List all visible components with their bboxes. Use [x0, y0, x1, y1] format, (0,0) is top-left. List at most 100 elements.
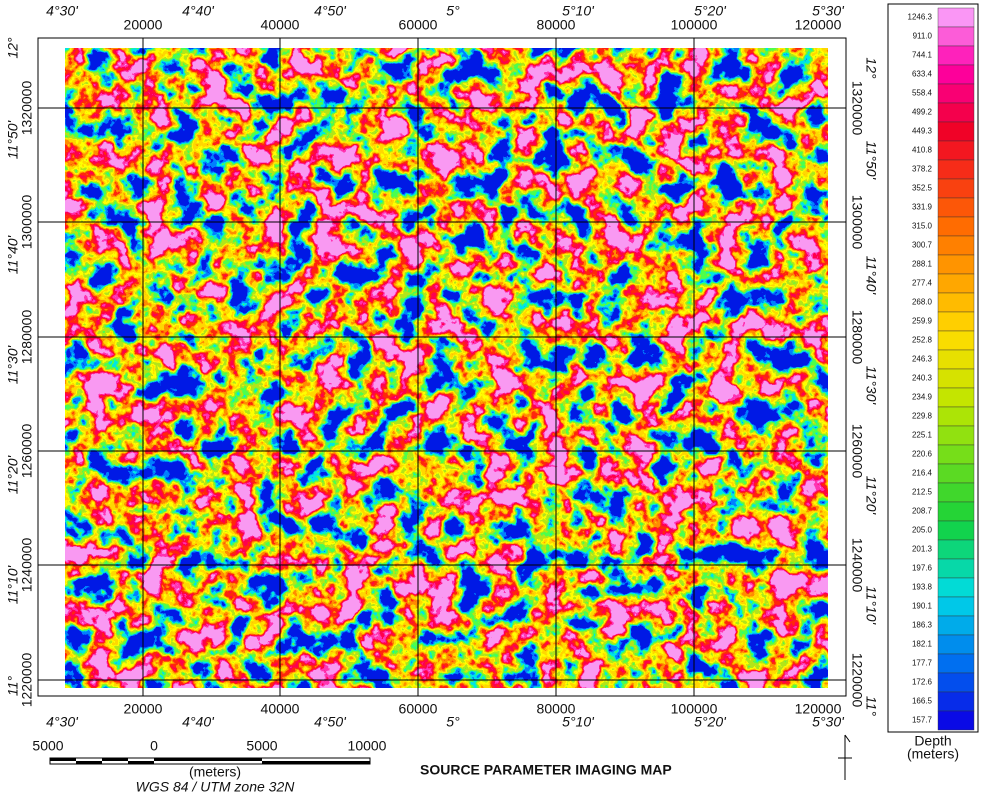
- top-easting-label: 100000: [671, 17, 718, 33]
- legend-swatch: [938, 122, 974, 141]
- legend-swatch: [938, 559, 974, 578]
- projection: WGS 84 / UTM zone 32N: [136, 779, 296, 795]
- right-degree-label: 11°20': [863, 476, 879, 516]
- legend-swatch: [938, 160, 974, 179]
- left-northing-label: 1260000: [19, 424, 35, 479]
- legend-label: 1246.3: [908, 13, 933, 22]
- scale-label: 5000: [32, 738, 63, 754]
- legend-swatch: [938, 521, 974, 540]
- legend-swatch: [938, 27, 974, 46]
- top-easting-label: 60000: [399, 17, 438, 33]
- right-northing-label: 1220000: [849, 653, 865, 708]
- legend-swatch: [938, 388, 974, 407]
- left-northing-label: 1240000: [19, 538, 35, 593]
- legend-label: 166.5: [912, 697, 933, 706]
- legend-swatch: [938, 407, 974, 426]
- legend-label: 378.2: [912, 165, 933, 174]
- bottom-degree-label: 4°30': [46, 714, 79, 730]
- legend-label: 331.9: [912, 203, 933, 212]
- top-degree-label: 4°30': [46, 3, 79, 19]
- legend-swatch: [938, 198, 974, 217]
- legend-label: 229.8: [912, 412, 933, 421]
- scale-label: 10000: [348, 738, 387, 754]
- legend-label: 182.1: [912, 640, 933, 649]
- legend-label: 208.7: [912, 507, 933, 516]
- legend-label: 193.8: [912, 583, 933, 592]
- legend-swatch: [938, 654, 974, 673]
- legend-swatch: [938, 578, 974, 597]
- legend-swatch: [938, 217, 974, 236]
- legend-label: 911.0: [913, 32, 933, 41]
- legend-label: 240.3: [912, 374, 933, 383]
- bottom-easting-label: 100000: [671, 701, 718, 717]
- legend-label: 744.1: [912, 51, 933, 60]
- legend-swatch: [938, 293, 974, 312]
- legend-label: 252.8: [912, 336, 933, 345]
- legend-swatch: [938, 255, 974, 274]
- legend-swatch: [938, 597, 974, 616]
- north-mark: [838, 735, 852, 780]
- legend-label: 205.0: [912, 526, 933, 535]
- scale-unit: (meters): [189, 764, 241, 780]
- top-easting-label: 40000: [261, 17, 300, 33]
- legend-swatch: [938, 369, 974, 388]
- legend-swatch: [938, 464, 974, 483]
- legend-swatch: [938, 350, 974, 369]
- legend-label: 190.1: [912, 602, 933, 611]
- left-northing-label: 1280000: [19, 310, 35, 365]
- legend-label: 352.5: [912, 184, 933, 193]
- legend-label: 499.2: [912, 108, 933, 117]
- legend-swatch: [938, 274, 974, 293]
- legend-swatch: [938, 141, 974, 160]
- legend-swatch: [938, 616, 974, 635]
- legend-swatch: [938, 179, 974, 198]
- left-northing-label: 1300000: [19, 195, 35, 250]
- legend-swatch: [938, 445, 974, 464]
- left-northing-label: 1220000: [19, 653, 35, 708]
- legend-label: 300.7: [912, 241, 933, 250]
- legend-label: 410.8: [912, 146, 933, 155]
- bottom-easting-label: 80000: [537, 701, 576, 717]
- right-northing-label: 1240000: [849, 538, 865, 593]
- legend-label: 220.6: [912, 450, 933, 459]
- legend-swatch: [938, 483, 974, 502]
- top-easting-label: 120000: [795, 17, 842, 33]
- legend-label: 201.3: [912, 545, 933, 554]
- legend-swatch: [938, 65, 974, 84]
- top-degree-label: 4°50': [314, 3, 347, 19]
- map-title: SOURCE PARAMETER IMAGING MAP: [420, 762, 672, 778]
- right-degree-label: 11°50': [863, 141, 879, 181]
- scale-label: 5000: [246, 738, 277, 754]
- legend-label: 449.3: [912, 127, 933, 136]
- top-degree-label: 4°40': [182, 3, 215, 19]
- legend-swatch: [938, 46, 974, 65]
- legend-swatch: [938, 331, 974, 350]
- legend-label: 633.4: [912, 70, 933, 79]
- bottom-easting-label: 40000: [261, 701, 300, 717]
- legend-swatch: [938, 426, 974, 445]
- legend-label: 157.7: [912, 716, 933, 725]
- right-degree-label: 11°30': [863, 366, 879, 406]
- legend-swatch: [938, 711, 974, 730]
- legend-label: 234.9: [912, 393, 933, 402]
- legend-label: 246.3: [912, 355, 933, 364]
- legend-swatch: [938, 502, 974, 521]
- legend-label: 212.5: [912, 488, 933, 497]
- page: Source Parameter Imaging Map {"map": { "…: [0, 0, 992, 798]
- right-degree-label: 11°40': [863, 256, 879, 296]
- legend-swatch: [938, 236, 974, 255]
- legend-label: 315.0: [912, 222, 933, 231]
- left-northing-label: 1320000: [19, 81, 35, 136]
- bottom-degree-label: 4°40': [182, 714, 215, 730]
- legend-swatch: [938, 635, 974, 654]
- legend-label: 225.1: [912, 431, 933, 440]
- bottom-easting-label: 60000: [399, 701, 438, 717]
- legend-unit: (meters): [907, 746, 959, 762]
- legend-swatch: [938, 540, 974, 559]
- right-northing-label: 1260000: [849, 424, 865, 479]
- legend-swatch: [938, 103, 974, 122]
- legend-label: 186.3: [912, 621, 933, 630]
- depth-raster: [65, 48, 828, 688]
- top-degree-label: 5°: [446, 3, 460, 19]
- bottom-easting-label: 120000: [795, 701, 842, 717]
